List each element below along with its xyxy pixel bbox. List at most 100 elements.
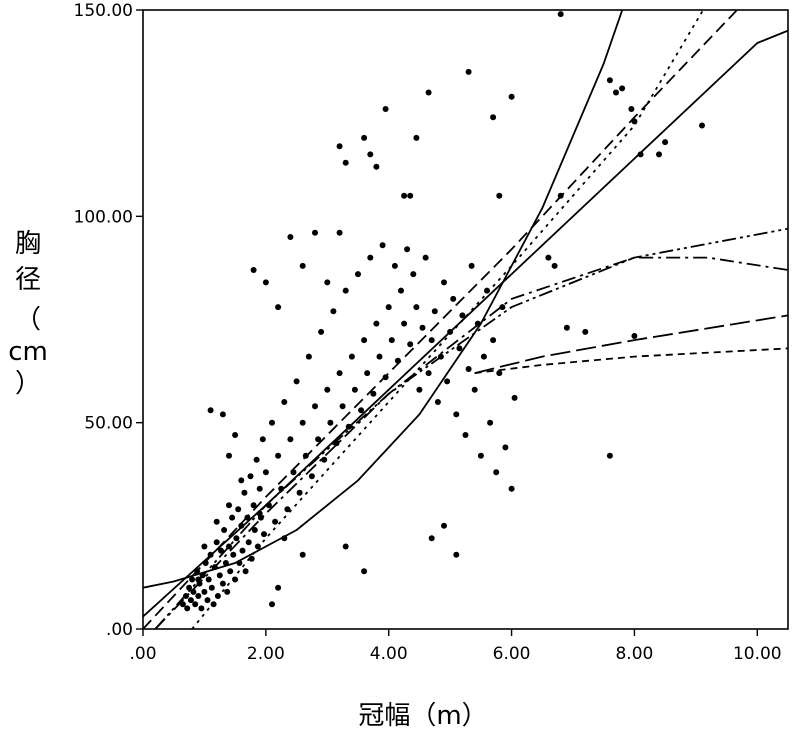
- data-point: [441, 522, 447, 529]
- data-point: [394, 357, 401, 364]
- data-point: [401, 320, 408, 327]
- data-point: [410, 271, 417, 278]
- fit-line-solid-1: [143, 29, 788, 618]
- data-point: [456, 345, 463, 352]
- data-point: [226, 452, 232, 459]
- data-point: [699, 122, 705, 129]
- data-point: [551, 262, 558, 269]
- data-point: [230, 551, 237, 558]
- data-point: [511, 394, 518, 401]
- data-point: [656, 151, 662, 158]
- data-point: [219, 580, 226, 587]
- data-point: [229, 514, 236, 521]
- data-point: [201, 588, 208, 595]
- data-point: [373, 320, 380, 327]
- data-point: [207, 407, 214, 414]
- data-point: [398, 287, 404, 294]
- x-axis-ticks: .00 2.00 4.00 6.00 8.00 10.00: [129, 629, 782, 664]
- data-point: [202, 560, 209, 566]
- data-point: [606, 452, 613, 459]
- data-point: [290, 469, 297, 476]
- data-point: [195, 576, 202, 583]
- data-point: [250, 267, 257, 273]
- data-point: [312, 229, 318, 236]
- data-point: [490, 337, 497, 344]
- data-point: [275, 584, 282, 591]
- data-point: [342, 159, 349, 166]
- data-point: [361, 568, 368, 575]
- data-point: [557, 192, 564, 199]
- data-point: [631, 118, 638, 125]
- data-point: [183, 593, 189, 599]
- data-point: [318, 328, 325, 335]
- data-point: [259, 436, 266, 443]
- data-point: [557, 11, 564, 18]
- y-axis-ticks: .00 50.00 100.00 150.00: [74, 1, 143, 640]
- data-point: [339, 403, 346, 410]
- data-point: [631, 333, 638, 339]
- data-point: [370, 390, 377, 397]
- data-point: [284, 506, 291, 513]
- data-point: [465, 366, 472, 372]
- data-point: [186, 584, 193, 591]
- data-point: [238, 477, 245, 484]
- data-point: [184, 605, 191, 612]
- data-point: [299, 551, 306, 558]
- data-point: [265, 502, 272, 509]
- y-axis-title-char: （: [15, 305, 41, 335]
- data-point: [379, 242, 386, 249]
- data-point: [459, 312, 466, 319]
- data-point: [242, 568, 249, 575]
- data-point: [351, 386, 358, 393]
- data-point: [441, 279, 447, 286]
- data-point: [490, 114, 497, 121]
- data-point: [208, 584, 215, 591]
- data-point: [272, 518, 279, 525]
- data-point: [211, 564, 218, 571]
- data-point: [226, 543, 232, 550]
- data-point: [293, 378, 300, 385]
- data-point: [262, 279, 269, 286]
- data-point: [287, 234, 294, 240]
- data-point: [256, 485, 263, 492]
- data-point: [582, 328, 589, 335]
- y-axis-title-char: 径: [15, 265, 41, 295]
- data-point: [416, 386, 423, 393]
- data-point: [413, 304, 420, 311]
- y-axis-title-char: ）: [15, 369, 41, 399]
- data-point: [296, 489, 303, 496]
- data-point: [358, 407, 365, 414]
- y-tick-label: .00: [106, 620, 133, 640]
- data-point: [275, 304, 282, 311]
- data-point: [315, 436, 322, 443]
- data-point: [261, 531, 267, 538]
- data-point: [434, 399, 441, 405]
- data-point: [194, 568, 201, 575]
- data-point: [606, 77, 613, 84]
- data-point: [187, 597, 194, 604]
- data-point: [453, 551, 460, 558]
- y-axis-title-char: 胸: [15, 229, 41, 259]
- data-point: [281, 535, 288, 542]
- data-point: [419, 324, 426, 331]
- data-point: [232, 576, 239, 583]
- data-point: [269, 419, 275, 426]
- data-point: [499, 304, 506, 311]
- data-point: [493, 469, 500, 476]
- data-point: [376, 353, 383, 360]
- data-point: [361, 134, 368, 141]
- data-point: [361, 337, 368, 344]
- data-point: [508, 93, 515, 100]
- data-point: [425, 89, 432, 96]
- data-point: [487, 419, 494, 426]
- data-point: [471, 386, 478, 393]
- data-point: [232, 432, 239, 438]
- data-point: [662, 139, 669, 146]
- x-tick-label: .00: [129, 644, 156, 664]
- y-axis-title: 胸径 （cm）: [8, 229, 48, 399]
- data-point: [367, 151, 374, 158]
- data-point: [407, 341, 414, 348]
- data-point: [382, 374, 389, 381]
- data-point: [248, 555, 255, 562]
